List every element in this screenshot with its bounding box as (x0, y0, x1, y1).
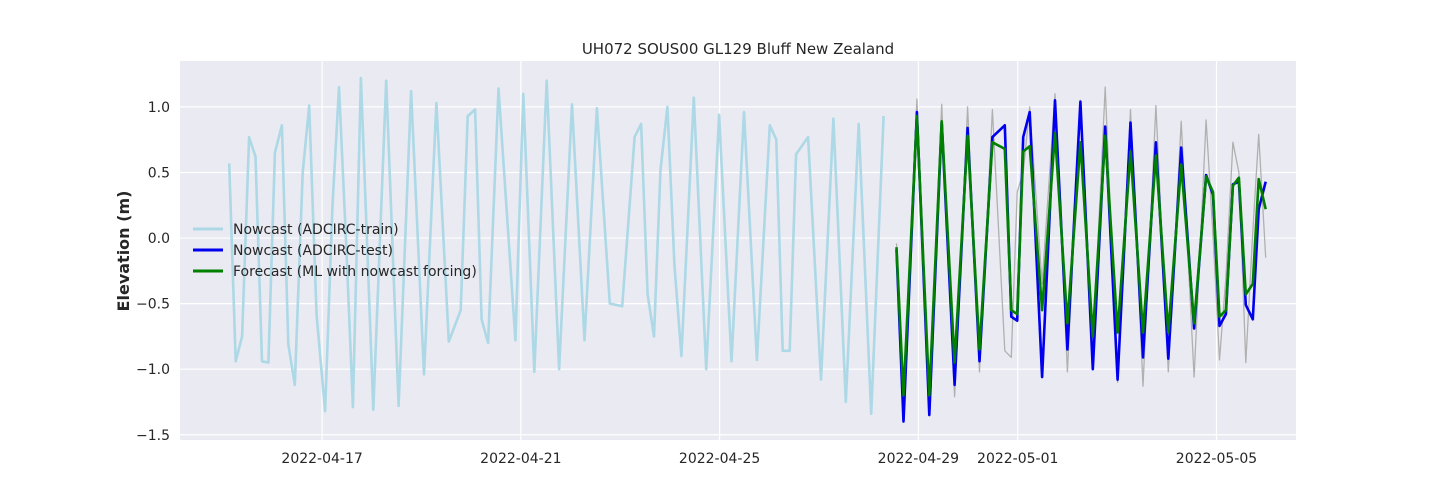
chart-title: UH072 SOUS00 GL129 Bluff New Zealand (582, 40, 894, 58)
y-tick-label: 0.0 (148, 231, 170, 247)
y-tick-label: −1.5 (136, 428, 170, 444)
y-tick-labels: 1.0 0.5 0.0 −0.5 −1.0 −1.5 (136, 100, 170, 444)
legend-label-test: Nowcast (ADCIRC-test) (233, 243, 393, 259)
series-layer (227, 76, 1267, 423)
x-tick-label: 2022-04-29 (878, 451, 959, 467)
y-axis-label: Elevation (m) (114, 191, 133, 312)
y-tick-label: 0.5 (148, 165, 170, 181)
x-tick-labels: 2022-04-17 2022-04-21 2022-04-25 2022-04-29… (281, 451, 1257, 467)
series-line-forecast (895, 114, 1267, 397)
legend-label-forecast: Forecast (ML with nowcast forcing) (233, 264, 477, 280)
x-tick-label: 2022-04-17 (281, 451, 362, 467)
legend: Nowcast (ADCIRC-train) Nowcast (ADCIRC-t… (193, 222, 477, 280)
y-tick-label: −0.5 (136, 297, 170, 313)
x-tick-label: 2022-04-21 (480, 451, 561, 467)
x-tick-label: 2022-04-25 (679, 451, 760, 467)
legend-label-train: Nowcast (ADCIRC-train) (233, 222, 399, 238)
y-tick-label: −1.0 (136, 362, 170, 378)
y-tick-label: 1.0 (148, 100, 170, 116)
series-line-train (227, 76, 885, 416)
series-line-test (895, 99, 1267, 423)
x-tick-label: 2022-05-01 (977, 451, 1058, 467)
x-tick-label: 2022-05-05 (1176, 451, 1257, 467)
